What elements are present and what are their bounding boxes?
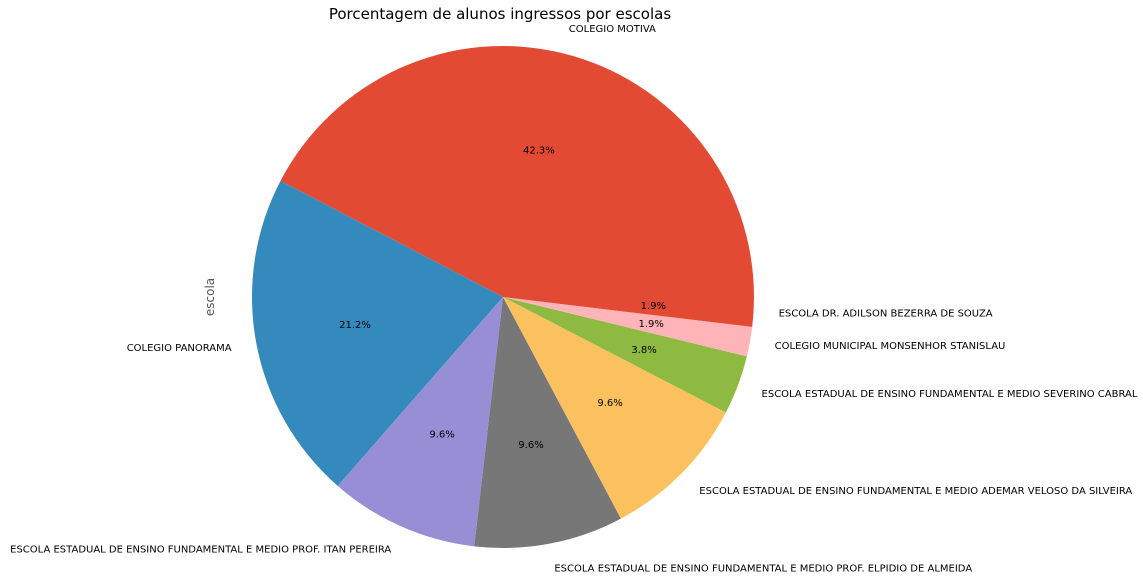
pie-slice xyxy=(474,297,621,548)
slice-label: ESCOLA ESTADUAL DE ENSINO FUNDAMENTAL E … xyxy=(10,544,391,555)
pie-slice xyxy=(503,297,726,519)
slice-percentage: 9.6% xyxy=(597,398,622,409)
pie-slices xyxy=(251,45,754,548)
slice-percentage: 9.6% xyxy=(429,430,454,441)
pie-labels: COLEGIO MOTIVA 42.3% COLEGIO PANORAMA 21.2%… xyxy=(10,24,1138,574)
pie-slice xyxy=(503,297,747,413)
slice-label: ESCOLA DR. ADILSON BEZERRA DE SOUZA xyxy=(779,308,993,319)
pie-slice xyxy=(280,45,754,298)
slice-label: ESCOLA ESTADUAL DE ENSINO FUNDAMENTAL E … xyxy=(554,563,972,574)
slice-label: ESCOLA ESTADUAL DE ENSINO FUNDAMENTAL E … xyxy=(699,486,1132,497)
pie-slice xyxy=(251,180,503,486)
pie-slice xyxy=(337,297,503,547)
slice-percentage: 3.8% xyxy=(631,345,656,356)
pie-slice xyxy=(503,297,754,327)
slice-percentage: 42.3% xyxy=(523,146,555,157)
pie-slice xyxy=(503,297,753,357)
y-axis-label: escola xyxy=(203,278,217,316)
slice-label: COLEGIO MUNICIPAL MONSENHOR STANISLAU xyxy=(775,341,1006,352)
slice-percentage: 21.2% xyxy=(339,320,371,331)
slice-label: ESCOLA ESTADUAL DE ENSINO FUNDAMENTAL E … xyxy=(762,389,1138,400)
slice-label: COLEGIO PANORAMA xyxy=(127,343,232,354)
slice-percentage: 1.9% xyxy=(638,319,663,330)
slice-label: COLEGIO MOTIVA xyxy=(569,24,656,35)
slice-percentage: 9.6% xyxy=(518,440,543,451)
chart-title: Porcentagem de alunos ingressos por esco… xyxy=(329,5,671,23)
slice-percentage: 1.9% xyxy=(641,301,666,312)
